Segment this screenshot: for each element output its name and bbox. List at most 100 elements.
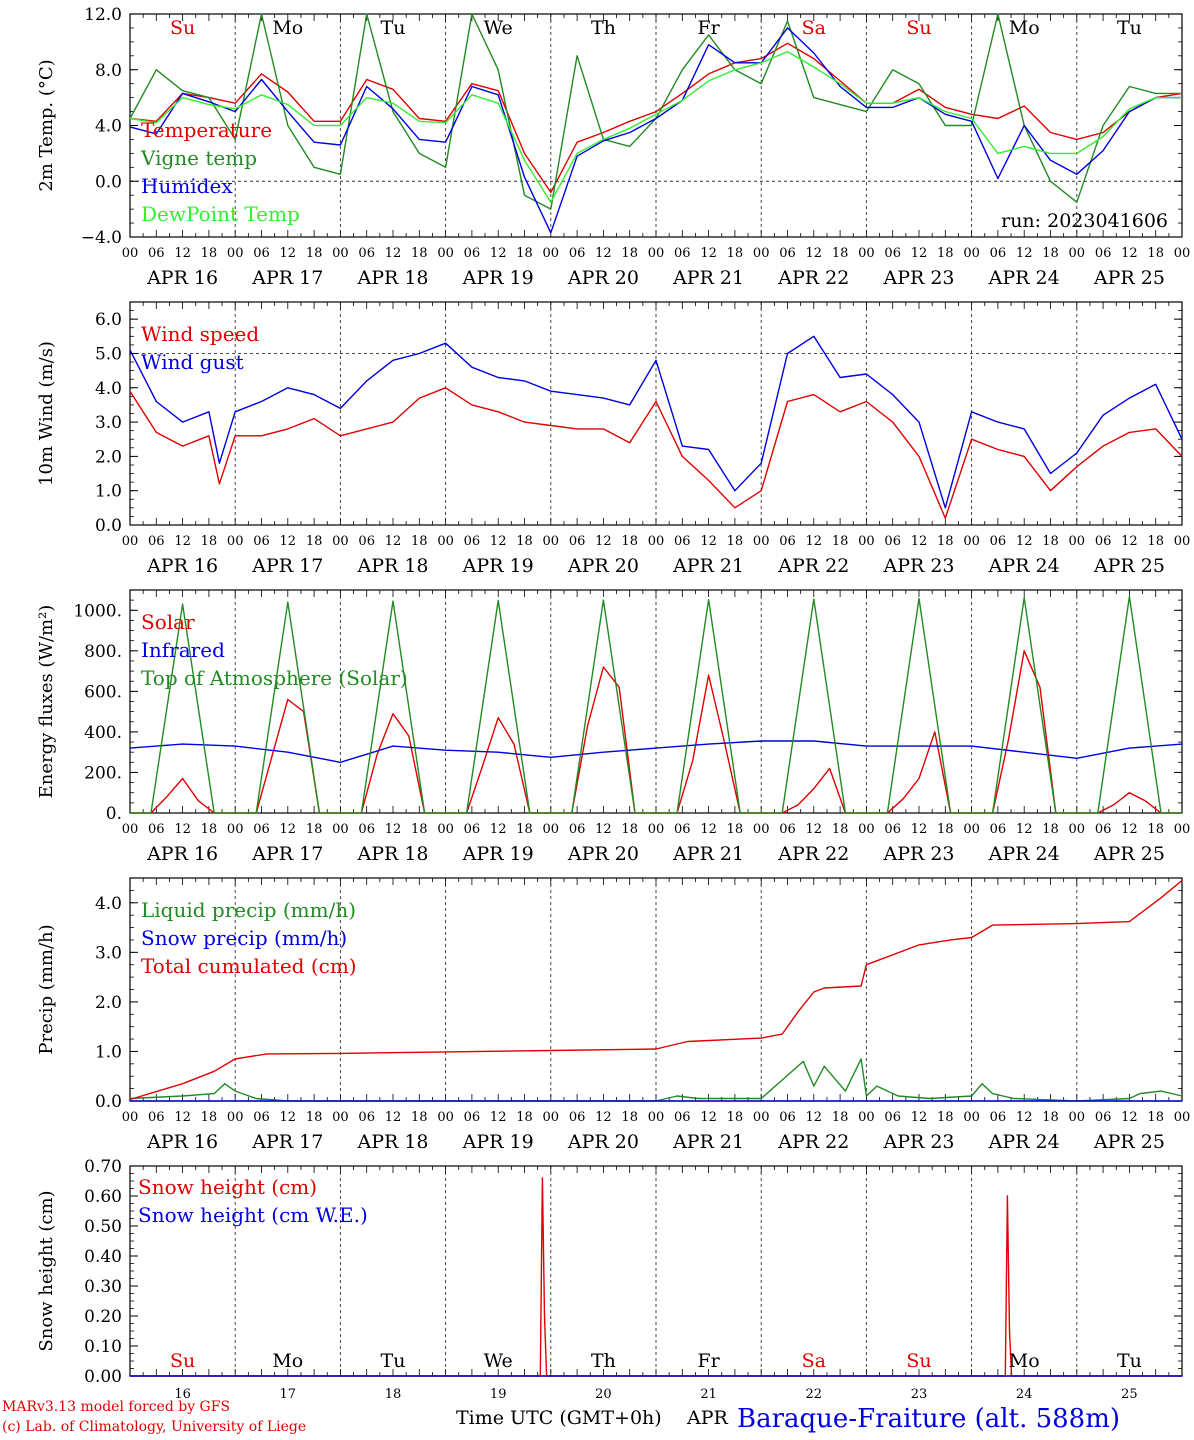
weekday-label-bottom: We <box>484 1350 513 1372</box>
hour-label: 06 <box>884 246 901 261</box>
hour-label: 00 <box>753 246 770 261</box>
legend-entry: Total cumulated (cm) <box>141 954 357 978</box>
y-tick-label: 0.30 <box>84 1277 122 1297</box>
date-label: APR 22 <box>777 1131 849 1153</box>
hour-label: 18 <box>727 246 744 261</box>
hour-label: 06 <box>884 534 901 549</box>
y-tick-label: 200. <box>84 763 122 783</box>
hour-label: 18 <box>1042 534 1059 549</box>
date-label: APR 18 <box>356 1131 428 1153</box>
y-tick-label: 1.0 <box>95 1042 122 1062</box>
hour-label: 00 <box>1069 822 1086 837</box>
y-axis-label: Energy fluxes (W/m²) <box>36 605 57 799</box>
y-axis-label: 10m Wind (m/s) <box>36 341 57 486</box>
hour-label: 18 <box>621 1110 638 1125</box>
panel-4: 0.0 1.0 2.0 3.0 4.0 Precip (mm/h) 00 06 12 18 00 06… <box>36 877 1190 1153</box>
series-line-4 <box>129 50 1182 203</box>
hour-label: 12 <box>385 822 402 837</box>
hour-label: 18 <box>201 1110 218 1125</box>
date-label: APR 19 <box>462 1131 534 1153</box>
hour-label: 06 <box>990 822 1007 837</box>
hour-label: 06 <box>674 246 691 261</box>
hour-label: 00 <box>858 822 875 837</box>
weekday-label-bottom: Mo <box>1009 1350 1040 1372</box>
hour-label: 18 <box>937 1110 954 1125</box>
hour-label: 18 <box>1147 246 1164 261</box>
legend-entry: Snow precip (mm/h) <box>141 926 347 950</box>
hour-label: 00 <box>332 822 349 837</box>
legend-entry: Solar <box>141 610 195 634</box>
hour-label: 12 <box>280 822 297 837</box>
y-axis-label: Precip (mm/h) <box>36 924 57 1054</box>
weekday-label-bottom: Sa <box>802 1350 826 1372</box>
series-line-1 <box>129 387 1183 519</box>
hour-label: 18 <box>937 246 954 261</box>
hour-label: 06 <box>569 246 586 261</box>
hour-label: 00 <box>437 1110 454 1125</box>
y-tick-label: 0.0 <box>95 1092 122 1112</box>
date-label: APR 20 <box>567 555 639 577</box>
weekday-label-bottom: Fr <box>697 1350 720 1372</box>
hour-label: 12 <box>700 1110 717 1125</box>
hour-label: 12 <box>1016 1110 1033 1125</box>
hour-label: 00 <box>963 246 980 261</box>
legend-entry: Wind gust <box>141 350 244 374</box>
date-label: APR 18 <box>356 843 428 865</box>
hour-label: 18 <box>1147 822 1164 837</box>
hour-label: 00 <box>437 534 454 549</box>
hour-label: 06 <box>674 1110 691 1125</box>
station-name: Baraque-Fraiture (alt. 588m) <box>737 1404 1120 1434</box>
hour-label: 06 <box>464 534 481 549</box>
hour-label: 00 <box>543 822 560 837</box>
legend-entry: Wind speed <box>141 322 259 346</box>
day-number: 16 <box>174 1387 191 1402</box>
hour-label: 06 <box>569 534 586 549</box>
y-tick-label: 0.70 <box>84 1157 122 1177</box>
hour-label: 06 <box>1095 246 1112 261</box>
legend-entry: Humidex <box>141 174 233 198</box>
y-tick-label: 4.0 <box>95 117 122 137</box>
day-number: 22 <box>806 1387 823 1402</box>
hour-label: 18 <box>621 822 638 837</box>
hour-label: 06 <box>569 1110 586 1125</box>
weekday-label-top: Sa <box>802 17 826 39</box>
y-tick-label: 0.0 <box>95 516 122 536</box>
date-label: APR 22 <box>777 843 849 865</box>
hour-label: 12 <box>806 246 823 261</box>
weekday-label-bottom: Su <box>170 1350 195 1372</box>
hour-label: 06 <box>884 822 901 837</box>
hour-label: 18 <box>306 822 323 837</box>
date-label: APR 17 <box>251 555 323 577</box>
date-label: APR 19 <box>462 555 534 577</box>
y-tick-label: 0.50 <box>84 1217 122 1237</box>
hour-label: 12 <box>1016 246 1033 261</box>
hour-label: 12 <box>700 246 717 261</box>
hour-label: 18 <box>411 534 428 549</box>
hour-label: 12 <box>490 534 507 549</box>
series-line-3 <box>129 879 1183 1101</box>
y-tick-label: 800. <box>84 642 122 662</box>
date-label: APR 16 <box>146 843 218 865</box>
date-label: APR 17 <box>251 1131 323 1153</box>
y-tick-label: 8.0 <box>95 61 122 81</box>
hour-label: 12 <box>490 246 507 261</box>
hour-label: 00 <box>963 822 980 837</box>
date-label: APR 23 <box>882 1131 954 1153</box>
date-label: APR 17 <box>251 267 323 289</box>
hour-label: 12 <box>911 534 928 549</box>
hour-label: 00 <box>648 822 665 837</box>
hour-label: 18 <box>832 1110 849 1125</box>
hour-label: 00 <box>227 534 244 549</box>
hour-label: 18 <box>621 534 638 549</box>
hour-label: 12 <box>806 1110 823 1125</box>
date-label: APR 21 <box>672 267 744 289</box>
day-number: 19 <box>490 1387 507 1402</box>
hour-label: 06 <box>253 534 270 549</box>
y-tick-label: 0.00 <box>84 1367 122 1387</box>
hour-label: 00 <box>648 1110 665 1125</box>
hour-label: 18 <box>1147 534 1164 549</box>
hour-label: 12 <box>280 246 297 261</box>
date-label: APR 18 <box>356 555 428 577</box>
hour-label: 06 <box>148 822 165 837</box>
time-axis-label: Time UTC (GMT+0h) <box>456 1407 662 1429</box>
